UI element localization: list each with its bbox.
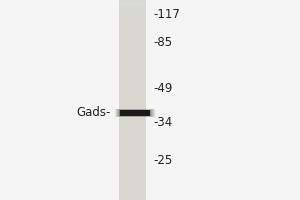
Bar <box>117 109 153 117</box>
Bar <box>118 6 146 13</box>
Bar <box>118 2 146 9</box>
Bar <box>118 0 146 200</box>
Bar <box>118 5 146 11</box>
Bar <box>118 1 146 7</box>
Bar <box>118 1 146 8</box>
Bar <box>118 2 146 9</box>
Text: -49: -49 <box>153 82 172 95</box>
Bar <box>118 0 146 7</box>
Bar <box>116 109 154 117</box>
Bar <box>118 6 146 12</box>
Bar <box>120 110 150 116</box>
Bar <box>118 0 146 7</box>
Bar <box>118 3 146 10</box>
Bar <box>118 2 146 9</box>
Text: -34: -34 <box>153 116 172 129</box>
Text: Gads-: Gads- <box>76 106 111 119</box>
Bar <box>120 110 150 116</box>
Bar <box>118 3 146 10</box>
Bar <box>116 109 154 117</box>
Bar <box>118 2 146 8</box>
Bar <box>119 110 151 116</box>
Text: -117: -117 <box>153 7 180 21</box>
Bar <box>114 109 156 117</box>
Bar <box>118 4 146 11</box>
Bar <box>118 1 146 8</box>
Bar <box>118 6 146 13</box>
Bar <box>118 6 146 12</box>
Bar <box>118 4 146 10</box>
Bar <box>118 1 146 8</box>
Text: -85: -85 <box>153 36 172 48</box>
Text: -25: -25 <box>153 154 172 166</box>
Bar <box>118 4 146 10</box>
Bar <box>118 5 146 12</box>
Bar <box>118 2 146 8</box>
Bar <box>118 3 146 9</box>
Bar <box>118 5 146 12</box>
Bar <box>118 3 146 10</box>
Bar <box>118 4 146 11</box>
Bar <box>118 110 152 116</box>
Bar <box>118 4 146 11</box>
Bar <box>118 6 146 13</box>
Bar <box>118 5 146 12</box>
Bar <box>118 0 146 7</box>
Bar <box>115 109 155 117</box>
